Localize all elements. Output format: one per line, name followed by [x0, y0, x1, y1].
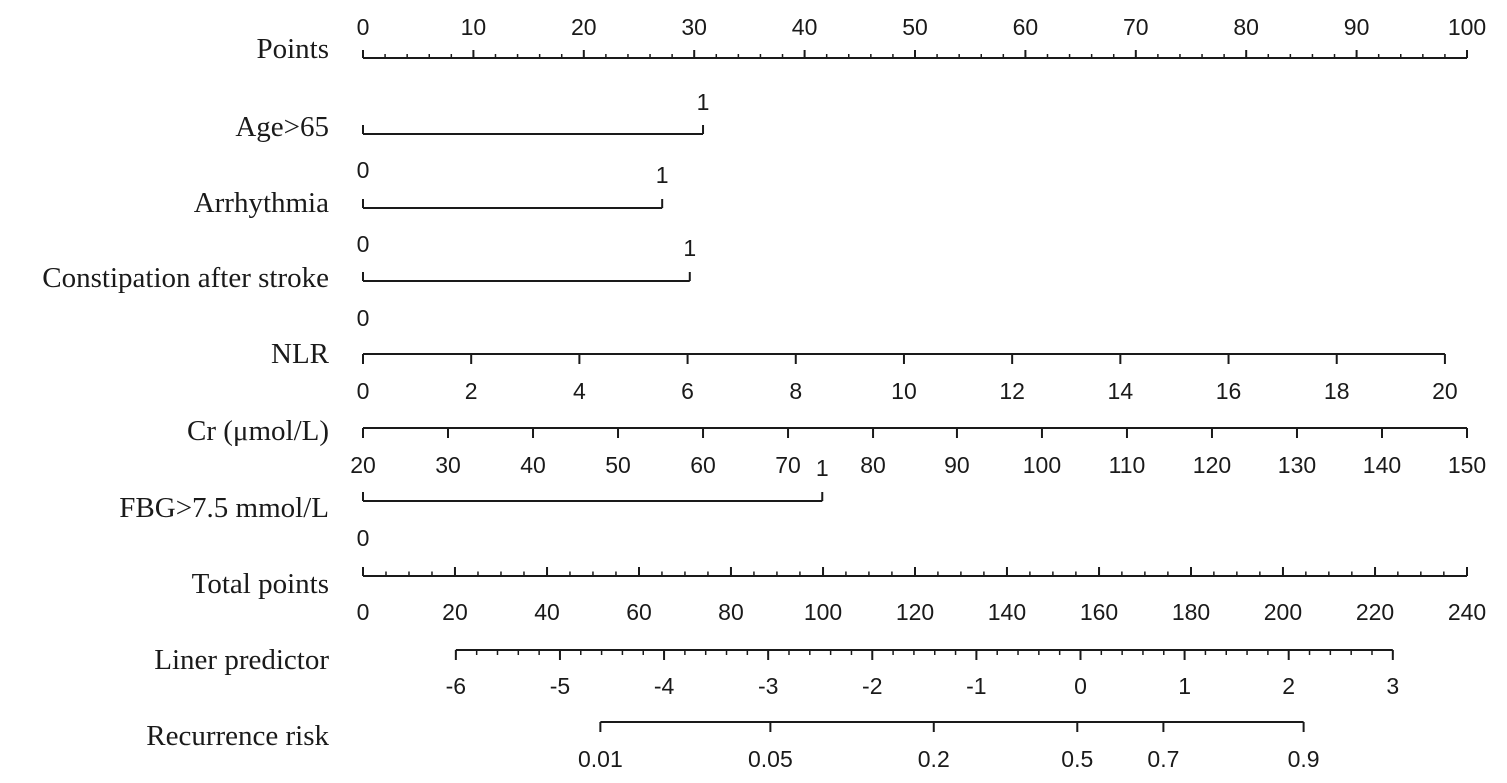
lp-tick-label: -1 — [966, 673, 986, 699]
total-tick-label: 0 — [357, 599, 370, 625]
lp-tick-label: 3 — [1386, 673, 1399, 699]
lp-tick-label: 1 — [1178, 673, 1191, 699]
risk-row-label: Recurrence risk — [146, 720, 329, 752]
points-tick-label: 80 — [1233, 14, 1259, 40]
cr-tick-label: 150 — [1448, 452, 1486, 478]
total-tick-label: 140 — [988, 599, 1026, 625]
total-tick-label: 60 — [626, 599, 652, 625]
lp-row-label: Liner predictor — [154, 644, 329, 676]
age-category-label: 0 — [357, 157, 370, 183]
risk-tick-label: 0.9 — [1288, 746, 1320, 772]
lp-tick-label: -3 — [758, 673, 778, 699]
nlr-tick-label: 2 — [465, 378, 478, 404]
cr-tick-label: 100 — [1023, 452, 1061, 478]
points-tick-label: 40 — [792, 14, 818, 40]
cr-tick-label: 70 — [775, 452, 801, 478]
cr-tick-label: 80 — [860, 452, 886, 478]
total-tick-label: 200 — [1264, 599, 1302, 625]
total-tick-label: 240 — [1448, 599, 1486, 625]
lp-tick-label: -5 — [550, 673, 570, 699]
fbg-category-label: 0 — [357, 525, 370, 551]
cr-tick-label: 130 — [1278, 452, 1316, 478]
risk-tick-label: 0.05 — [748, 746, 793, 772]
lp-tick-label: -2 — [862, 673, 882, 699]
lp-tick-label: -6 — [446, 673, 466, 699]
nlr-tick-label: 0 — [357, 378, 370, 404]
points-tick-label: 60 — [1013, 14, 1039, 40]
lp-tick-label: -4 — [654, 673, 675, 699]
points-tick-label: 30 — [681, 14, 707, 40]
arrhythmia-category-label: 0 — [357, 231, 370, 257]
points-tick-label: 10 — [461, 14, 487, 40]
lp-tick-label: 0 — [1074, 673, 1087, 699]
total-tick-label: 160 — [1080, 599, 1118, 625]
constipation-category-label: 0 — [357, 305, 370, 331]
age-category-label: 1 — [697, 89, 710, 115]
fbg-category-label: 1 — [816, 455, 829, 481]
lp-tick-label: 2 — [1282, 673, 1295, 699]
age-row-label: Age>65 — [235, 111, 329, 143]
nlr-tick-label: 12 — [999, 378, 1025, 404]
total-tick-label: 220 — [1356, 599, 1394, 625]
total-tick-label: 20 — [442, 599, 468, 625]
nlr-tick-label: 16 — [1216, 378, 1242, 404]
points-tick-label: 0 — [357, 14, 370, 40]
risk-tick-label: 0.01 — [578, 746, 623, 772]
nlr-tick-label: 4 — [573, 378, 586, 404]
cr-tick-label: 50 — [605, 452, 631, 478]
total-row-label: Total points — [192, 568, 329, 600]
cr-tick-label: 90 — [944, 452, 970, 478]
nlr-row-label: NLR — [271, 338, 330, 370]
points-tick-label: 50 — [902, 14, 928, 40]
cr-tick-label: 140 — [1363, 452, 1401, 478]
total-tick-label: 100 — [804, 599, 842, 625]
points-tick-label: 20 — [571, 14, 597, 40]
nlr-tick-label: 6 — [681, 378, 694, 404]
constipation-row-label: Constipation after stroke — [42, 262, 329, 294]
cr-tick-label: 40 — [520, 452, 546, 478]
total-tick-label: 180 — [1172, 599, 1210, 625]
points-row-label: Points — [256, 33, 329, 65]
total-tick-label: 80 — [718, 599, 744, 625]
arrhythmia-category-label: 1 — [656, 162, 669, 188]
arrhythmia-row-label: Arrhythmia — [194, 187, 329, 219]
constipation-category-label: 1 — [683, 235, 696, 261]
risk-tick-label: 0.7 — [1147, 746, 1179, 772]
cr-tick-label: 30 — [435, 452, 461, 478]
cr-tick-label: 110 — [1109, 452, 1146, 478]
points-tick-label: 70 — [1123, 14, 1149, 40]
cr-tick-label: 120 — [1193, 452, 1231, 478]
points-tick-label: 100 — [1448, 14, 1486, 40]
cr-row-label: Cr (μmol/L) — [187, 415, 329, 447]
nlr-tick-label: 10 — [891, 378, 917, 404]
total-tick-label: 120 — [896, 599, 934, 625]
total-tick-label: 40 — [534, 599, 560, 625]
nlr-tick-label: 8 — [789, 378, 802, 404]
nlr-tick-label: 14 — [1108, 378, 1134, 404]
cr-tick-label: 60 — [690, 452, 716, 478]
nlr-tick-label: 18 — [1324, 378, 1350, 404]
points-tick-label: 90 — [1344, 14, 1370, 40]
fbg-row-label: FBG>7.5 mmol/L — [119, 492, 329, 524]
nlr-tick-label: 20 — [1432, 378, 1458, 404]
risk-tick-label: 0.5 — [1061, 746, 1093, 772]
cr-tick-label: 20 — [350, 452, 376, 478]
risk-tick-label: 0.2 — [918, 746, 950, 772]
